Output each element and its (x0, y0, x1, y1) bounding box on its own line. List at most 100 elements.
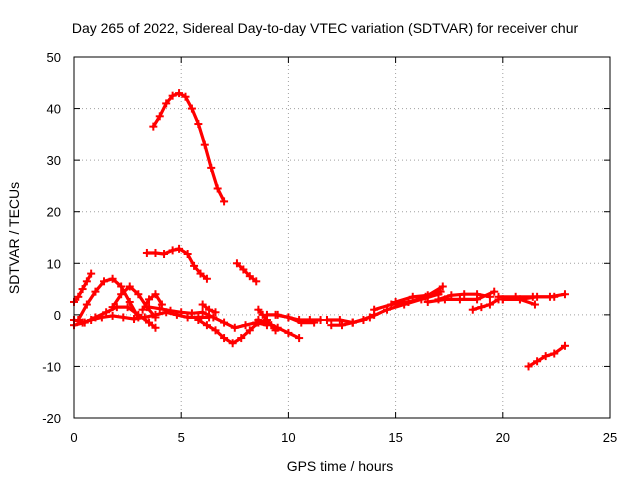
data-point (541, 352, 550, 361)
data-point (245, 326, 254, 335)
data-point (151, 310, 160, 319)
data-point (151, 290, 160, 299)
data-point (177, 308, 186, 317)
data-point (138, 305, 147, 314)
data-point (175, 89, 184, 98)
data-point (515, 295, 524, 304)
data-point (140, 313, 149, 322)
data-point (97, 313, 106, 322)
data-series (70, 89, 569, 371)
data-point (550, 292, 559, 301)
data-point (455, 295, 464, 304)
data-point (119, 313, 128, 322)
data-point (187, 104, 196, 113)
data-point (239, 265, 248, 274)
data-point (183, 313, 192, 322)
series-arc-evening-c (471, 297, 501, 312)
data-point (209, 313, 218, 322)
data-point (533, 292, 542, 301)
data-point (157, 300, 166, 309)
series-arc-hump-a (76, 277, 140, 322)
y-tick-label: -20 (42, 411, 61, 426)
data-point (297, 318, 306, 327)
data-point (408, 292, 417, 301)
data-point (202, 274, 211, 283)
data-point (160, 250, 169, 259)
data-point (100, 277, 109, 286)
data-point (87, 269, 96, 278)
data-point (232, 259, 241, 268)
data-point (473, 290, 482, 299)
data-point (220, 197, 229, 206)
data-point (149, 122, 158, 131)
data-point (254, 305, 263, 314)
plot-frame (73, 56, 611, 419)
data-point (477, 303, 486, 312)
data-point (155, 304, 164, 313)
data-point (123, 303, 132, 312)
data-point (370, 305, 379, 314)
data-point (142, 248, 151, 257)
data-point (241, 321, 250, 330)
data-point (560, 341, 569, 350)
data-point (166, 306, 175, 315)
data-point (468, 305, 477, 314)
data-point (74, 292, 83, 301)
data-point (181, 92, 190, 101)
data-point (447, 291, 456, 300)
x-tick-label: 10 (281, 430, 295, 445)
data-point (190, 261, 199, 270)
data-point (338, 321, 346, 330)
data-point (524, 362, 533, 371)
data-point (91, 287, 100, 296)
series-arc-noon-b (273, 313, 316, 325)
data-point (530, 300, 539, 309)
data-point (78, 285, 87, 294)
data-point (187, 309, 196, 318)
data-point (168, 91, 177, 100)
data-point (183, 250, 192, 259)
data-point (220, 334, 229, 343)
data-point (237, 334, 246, 343)
x-tick-label: 5 (178, 430, 185, 445)
series-arc-short (235, 261, 258, 283)
data-point (117, 290, 126, 299)
data-point (117, 282, 126, 291)
data-point (262, 318, 271, 327)
data-point (295, 334, 304, 343)
data-point (108, 311, 117, 320)
data-point (271, 310, 280, 319)
data-point (202, 321, 211, 330)
data-point (335, 316, 344, 325)
data-point (228, 339, 237, 348)
data-point (145, 295, 154, 304)
data-point (130, 314, 139, 323)
y-tick-label: 0 (54, 308, 61, 323)
y-axis-label: SDTVAR / TECUs (6, 182, 22, 294)
axis-ticks: 0 5 10 15 20 25 -20 -10 0 10 20 30 40 50 (42, 50, 617, 445)
data-point (310, 318, 319, 327)
data-point (423, 291, 432, 300)
data-point (220, 318, 229, 327)
data-point (494, 292, 503, 301)
data-point (125, 282, 134, 291)
data-point (550, 349, 559, 358)
data-point (387, 300, 396, 309)
data-point (533, 357, 542, 366)
data-point (485, 300, 494, 309)
series-arc-rise-c (394, 290, 443, 304)
data-point (211, 308, 220, 317)
y-tick-label: -10 (42, 359, 61, 374)
y-tick-label: 50 (47, 50, 61, 65)
data-point (78, 318, 87, 327)
data-point (284, 328, 293, 337)
x-tick-label: 25 (603, 430, 617, 445)
data-point (348, 318, 357, 327)
y-tick-label: 30 (47, 153, 61, 168)
data-point (162, 99, 171, 108)
data-point (498, 295, 507, 304)
data-point (151, 248, 160, 257)
data-point (213, 184, 222, 193)
data-point (460, 290, 469, 299)
